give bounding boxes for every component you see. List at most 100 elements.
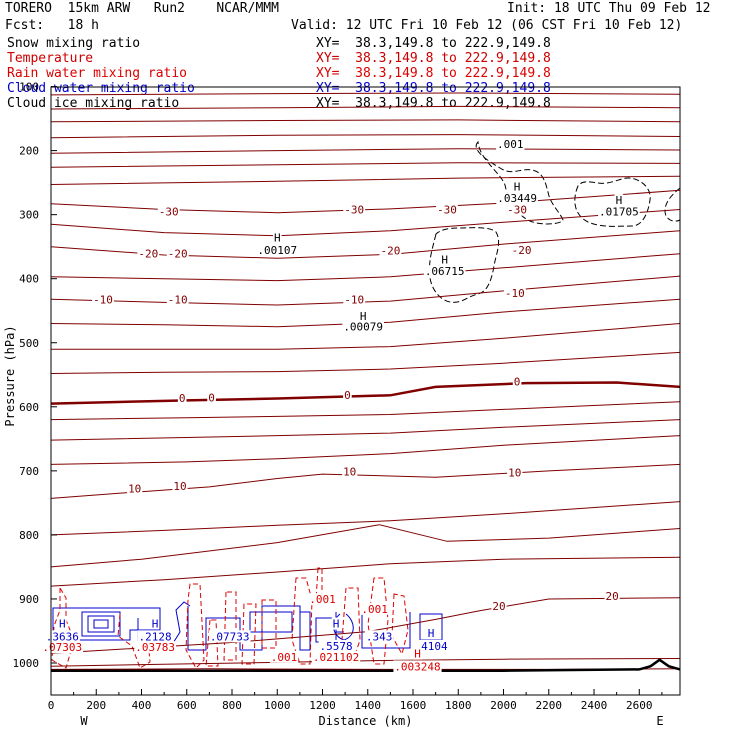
cloud-ice-label: .001 — [497, 138, 524, 151]
x-tick-label: 0 — [48, 699, 55, 712]
isotherm-label-bg — [436, 203, 458, 216]
cloud-water-label: .3636 — [46, 630, 79, 643]
x-tick-label: 1200 — [309, 699, 336, 712]
legend-cloud-water: Cloud water mixing ratio — [7, 81, 195, 96]
cloud-ice-label-bg — [358, 310, 368, 323]
y-tick-label: 900 — [19, 593, 39, 606]
isotherm-line — [50, 209, 681, 237]
isotherm-label: -10 — [168, 293, 188, 306]
cloud-ice-contours — [429, 140, 681, 303]
isotherm-label: -10 — [93, 293, 113, 306]
isotherm-label-bg — [379, 244, 402, 257]
plot-frame — [50, 86, 681, 696]
isotherm-label: -30 — [159, 206, 179, 219]
cloud-water-label: H — [333, 618, 340, 631]
cw-contour-4 — [93, 619, 109, 629]
isotherm-line — [50, 298, 681, 328]
x-tick-label: 600 — [177, 699, 197, 712]
x-tick-label: 1600 — [400, 699, 427, 712]
isotherm-line — [50, 419, 681, 441]
forecast-hour: Fcst: 18 h — [5, 18, 99, 33]
rain-contour-3 — [185, 583, 205, 669]
legend-snow-xy: XY= 38.3,149.8 to 222.9,149.8 — [316, 36, 551, 51]
rain-label-bg — [269, 650, 299, 663]
rain-contour-8 — [291, 577, 313, 665]
cloud-water-label-bg — [318, 639, 354, 652]
cloud-ice-label-bg — [273, 231, 282, 244]
isotherm-label-bg — [503, 287, 526, 299]
rain-label-bg — [134, 641, 176, 654]
cloud-ice-label-bg — [423, 265, 466, 278]
y-tick-label: 100 — [19, 81, 39, 94]
rain-label: .07303 — [42, 641, 82, 654]
cloud-water-label-bg — [364, 630, 394, 643]
x-tick-label: 1000 — [264, 699, 291, 712]
isotherm-label-bg — [172, 479, 188, 492]
isotherm-label-bg — [92, 293, 114, 306]
run-title: TORERO 15km ARW Run2 NCAR/MMM — [5, 1, 279, 16]
isotherm-label-bg — [137, 247, 160, 260]
y-tick-label: 400 — [19, 273, 39, 286]
x-tick-label: 1400 — [355, 699, 382, 712]
isotherm-line — [50, 175, 681, 185]
isotherm-label: -30 — [344, 204, 364, 217]
x-tick-label: 2400 — [581, 699, 608, 712]
y-tick-label: 1000 — [13, 657, 40, 670]
isotherm-line — [50, 134, 681, 139]
isotherm-label-bg — [507, 466, 523, 479]
cw-contour-3 — [87, 615, 115, 633]
x-tick-label: 2600 — [626, 699, 653, 712]
legend-cloud-water-xy: XY= 38.3,149.8 to 222.9,149.8 — [316, 81, 551, 96]
isotherm-label-bg — [166, 293, 189, 306]
x-tick-label: 800 — [222, 699, 242, 712]
isotherm-label-bg — [604, 590, 620, 602]
rain-label-bg — [360, 602, 389, 615]
cloud-ice-label: H — [616, 194, 623, 207]
isotherm-label-bg — [343, 388, 352, 401]
isotherm-label: 0 — [344, 389, 351, 402]
rain-label-bg — [312, 650, 361, 663]
cloud-ice-label-bg — [614, 194, 624, 207]
isotherm-line — [51, 323, 681, 350]
west-label: W — [80, 714, 88, 728]
east-label: E — [656, 714, 663, 728]
isotherm-line — [50, 597, 681, 654]
cloud-water-label: .343 — [366, 630, 393, 643]
isotherm-line — [50, 658, 681, 667]
isotherm-label: 10 — [173, 480, 186, 493]
cloud-water-label: H — [428, 627, 435, 640]
legend-snow: Snow mixing ratio — [7, 36, 141, 51]
isotherm-label: -30 — [437, 204, 457, 217]
isotherm-label: 10 — [343, 466, 356, 479]
isotherm-label-bg — [177, 392, 187, 404]
cloud-ice-label-bg — [512, 180, 522, 193]
cloud-water-label-bg — [426, 627, 436, 640]
isotherm-label: 20 — [492, 600, 505, 613]
rain-label: .021102 — [313, 651, 359, 664]
rain-contour-4 — [205, 619, 219, 667]
cloud-ice-label-bg — [496, 137, 525, 150]
isotherm-label: 0 — [179, 392, 186, 405]
legend-temperature: Temperature — [7, 51, 94, 66]
x-axis-title: Distance (km) — [319, 714, 413, 728]
cloud-water-label: H — [152, 618, 159, 631]
y-axis-title: Pressure (hPa) — [3, 325, 17, 426]
isotherm-label: -10 — [505, 287, 525, 300]
cloud-ice-label: H — [441, 254, 448, 267]
rain-label: .001 — [271, 651, 298, 664]
rain-contour-1 — [51, 586, 75, 669]
isotherm-label: 0 — [208, 391, 215, 404]
isotherm-label-bg — [157, 205, 180, 218]
isotherm-label: -20 — [512, 244, 532, 257]
y-tick-label: 200 — [19, 145, 39, 158]
isotherm-label: 0 — [514, 375, 521, 388]
cloud-water-label: .4104 — [415, 640, 448, 653]
y-tick-label: 300 — [19, 209, 39, 222]
cloud-water-label: .5578 — [320, 640, 353, 653]
isotherm-line — [50, 119, 681, 123]
cw-contour-8 — [299, 611, 311, 651]
ice-contour-2 — [574, 177, 651, 227]
terrain-line — [51, 658, 681, 672]
ice-contour-1 — [475, 140, 564, 225]
